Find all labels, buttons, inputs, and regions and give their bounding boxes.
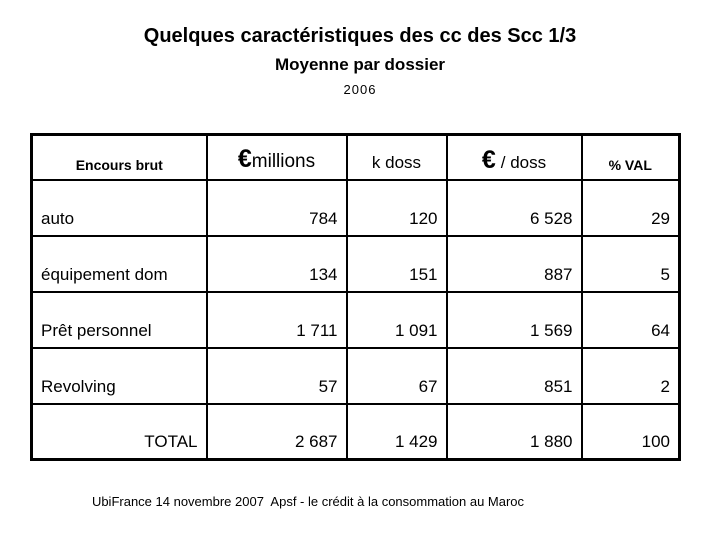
row-label: Prêt personnel	[30, 290, 208, 349]
row-label-total: TOTAL	[30, 402, 208, 461]
cell-pct-val: 2	[580, 346, 681, 405]
col-header-eur-millions: €millions	[205, 133, 348, 181]
table-row-pret-personnel: Prêt personnel 1 711 1 091 1 569 64	[30, 290, 681, 349]
cell-kdoss: 67	[345, 346, 448, 405]
slide-year: 2006	[343, 82, 377, 97]
col-header-pct-val: % VAL	[580, 133, 681, 181]
cell-millions: 784	[205, 178, 348, 237]
col-header-encours-brut: Encours brut	[30, 133, 208, 181]
euro-symbol: €	[481, 145, 496, 174]
cell-kdoss: 120	[345, 178, 448, 237]
cell-eur-doss: 1 569	[445, 290, 583, 349]
cell-kdoss: 1 091	[345, 290, 448, 349]
cell-eur-doss: 6 528	[445, 178, 583, 237]
row-label: équipement dom	[30, 234, 208, 293]
cell-pct-val: 29	[580, 178, 681, 237]
cell-pct-val: 64	[580, 290, 681, 349]
col-header-doss-label: / doss	[500, 152, 547, 172]
table-row-auto: auto 784 120 6 528 29	[30, 178, 681, 237]
row-label: Revolving	[30, 346, 208, 405]
table-row-revolving: Revolving 57 67 851 2	[30, 346, 681, 405]
cell-millions: 2 687	[205, 402, 348, 461]
cell-millions: 134	[205, 234, 348, 293]
col-header-eur-per-doss: € / doss	[445, 133, 583, 181]
table-body: auto 784 120 6 528 29 équipement dom 134…	[30, 178, 681, 461]
col-header-millions-label: millions	[251, 150, 316, 172]
slide-footer: UbiFrance 14 novembre 2007 Apsf - le cré…	[91, 494, 525, 509]
slide-subtitle: Moyenne par dossier	[274, 55, 446, 74]
cell-millions: 57	[205, 346, 348, 405]
slide-title: Quelques caractéristiques des cc des Scc…	[143, 25, 577, 47]
cell-kdoss: 151	[345, 234, 448, 293]
data-table: Encours brut €millions k doss € / doss % …	[30, 133, 681, 461]
header-row: Encours brut €millions k doss € / doss % …	[30, 133, 681, 181]
cell-pct-val: 100	[580, 402, 681, 461]
col-header-k-doss: k doss	[345, 133, 448, 181]
cell-pct-val: 5	[580, 234, 681, 293]
cell-kdoss: 1 429	[345, 402, 448, 461]
cell-eur-doss: 1 880	[445, 402, 583, 461]
euro-symbol: €	[237, 144, 252, 173]
table-header: Encours brut €millions k doss € / doss % …	[30, 133, 681, 181]
table-row-equipement-dom: équipement dom 134 151 887 5	[30, 234, 681, 293]
cell-eur-doss: 851	[445, 346, 583, 405]
cell-eur-doss: 887	[445, 234, 583, 293]
table-row-total: TOTAL 2 687 1 429 1 880 100	[30, 402, 681, 461]
row-label: auto	[30, 178, 208, 237]
cell-millions: 1 711	[205, 290, 348, 349]
